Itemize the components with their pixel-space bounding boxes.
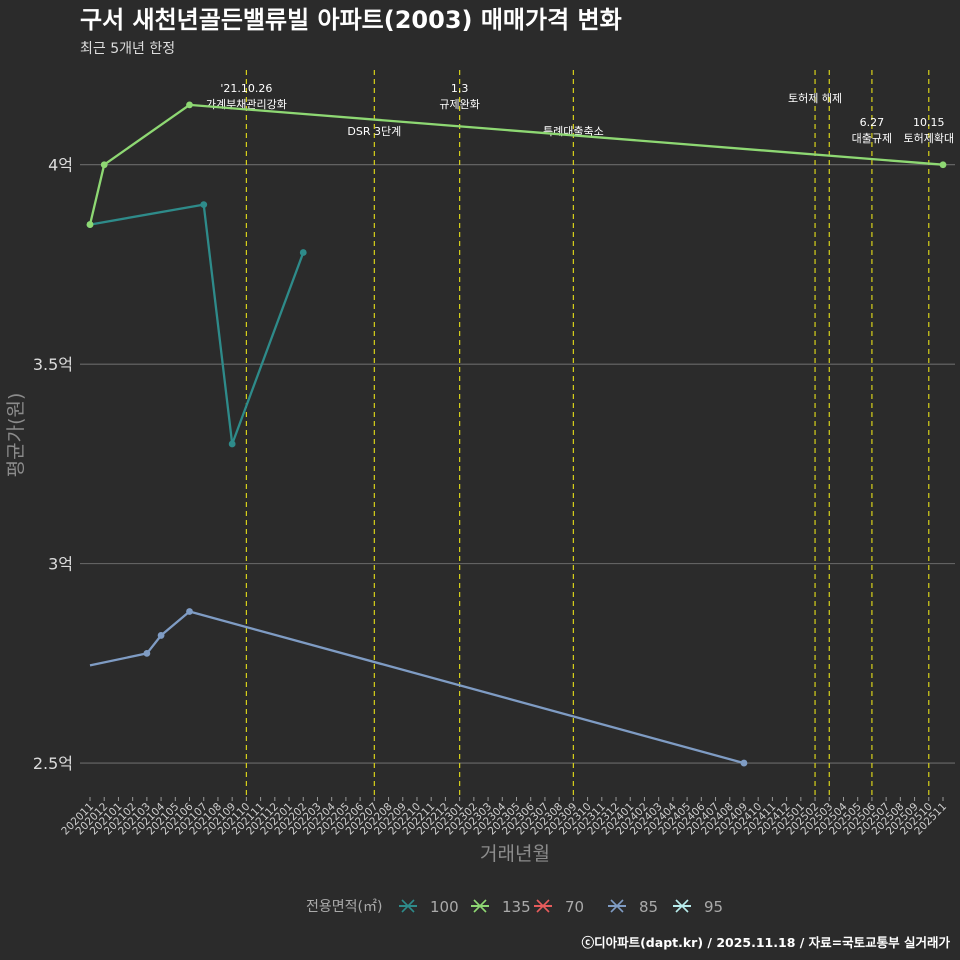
data-point-135 bbox=[100, 161, 108, 169]
source-caption: ⓒ디아파트(dapt.kr) / 2025.11.18 / 자료=국토교통부 실… bbox=[582, 935, 951, 950]
legend-label-100: 100 bbox=[430, 898, 459, 916]
y-axis-title: 평균가(원) bbox=[5, 393, 27, 478]
event-label: 규제완화 bbox=[439, 98, 479, 111]
x-axis: 2020112020122021012021022021032021042021… bbox=[59, 797, 949, 837]
legend-key-100 bbox=[401, 899, 415, 913]
event-label: 1.3 bbox=[451, 82, 469, 95]
event-label: '21.10.26 bbox=[220, 82, 272, 95]
legend-title: 전용면적(㎡) bbox=[306, 899, 382, 915]
data-point-85 bbox=[157, 632, 165, 639]
legend-key-85 bbox=[610, 899, 624, 913]
series-line-135 bbox=[88, 103, 944, 225]
chart-subtitle: 최근 5개년 한정 bbox=[80, 41, 175, 57]
data-point-135 bbox=[186, 101, 193, 109]
chart-title: 구서 새천년골든밸류빌 아파트(2003) 매매가격 변화 bbox=[80, 6, 622, 34]
event-label: 토허제확대 bbox=[903, 132, 954, 145]
legend-label-85: 85 bbox=[639, 898, 658, 916]
series-layer bbox=[86, 101, 947, 767]
y-tick-label: 4억 bbox=[48, 156, 73, 175]
legend-key-70 bbox=[536, 899, 550, 913]
event-label: DSR 3단계 bbox=[347, 125, 401, 138]
legend-label-135: 135 bbox=[502, 898, 531, 916]
y-tick-label: 3억 bbox=[48, 555, 73, 574]
legend-label-70: 70 bbox=[565, 898, 584, 916]
data-point-135 bbox=[86, 221, 94, 228]
data-point-100 bbox=[299, 249, 307, 256]
series-line-100 bbox=[89, 203, 305, 446]
x-axis-title: 거래년월 bbox=[480, 843, 550, 865]
legend-key-135 bbox=[473, 899, 487, 913]
legend-label-95: 95 bbox=[704, 898, 723, 916]
legend-key-95 bbox=[675, 899, 689, 913]
y-tick-label: 2.5억 bbox=[33, 754, 73, 773]
data-point-100 bbox=[228, 440, 236, 448]
data-point-135 bbox=[939, 161, 947, 169]
event-label: 대출규제 bbox=[852, 132, 892, 145]
y-tick-label: 3.5억 bbox=[33, 355, 73, 374]
data-point-85 bbox=[143, 649, 151, 657]
legend: 전용면적(㎡) 100 135 70 85 95 bbox=[306, 898, 723, 916]
data-point-100 bbox=[200, 201, 208, 209]
event-label: 10.15 bbox=[913, 116, 945, 129]
event-label: 6.27 bbox=[860, 116, 885, 129]
data-point-85 bbox=[186, 608, 193, 615]
data-point-85 bbox=[740, 759, 748, 767]
y-gridlines bbox=[80, 164, 955, 764]
y-axis: 2.5억 3억 3.5억 4억 bbox=[33, 156, 73, 773]
event-label: 토허제 해제 bbox=[788, 91, 842, 105]
series-line-85 bbox=[89, 610, 745, 765]
